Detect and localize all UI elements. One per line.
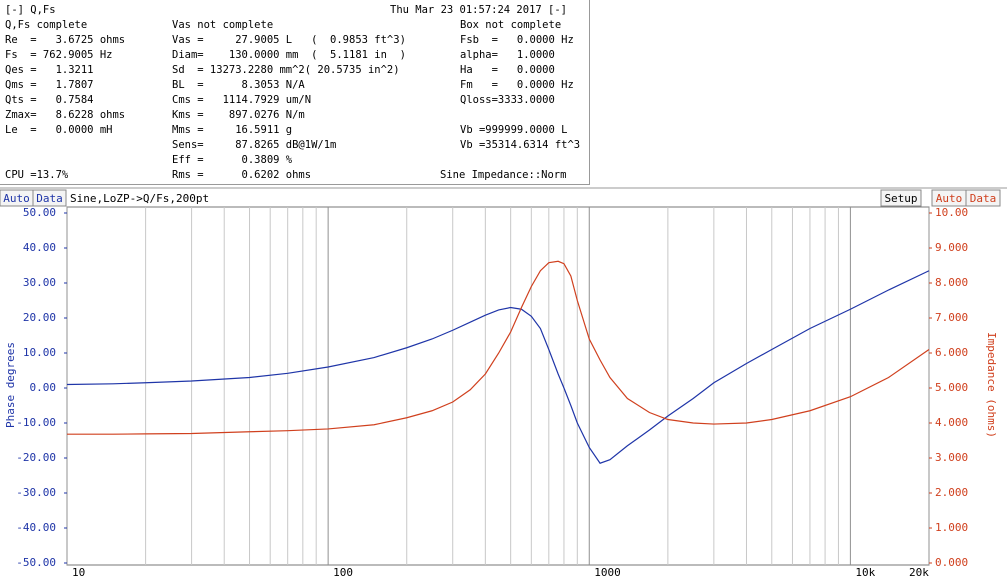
mode: Sine Impedance::Norm [440, 169, 567, 181]
parameter: Cms = 1114.7929 um/N [172, 94, 312, 106]
button[interactable]: Auto [3, 192, 30, 205]
parameter-panel: [-] Q,Fs Thu Mar 23 01:57:24 2017 [-] Q,Fs… [0, 0, 590, 185]
measurement-label: Sine,LoZP->Q/Fs,200pt [70, 192, 209, 205]
parameter: Fs = 762.9005 Hz [5, 49, 113, 61]
y-tick-label: 50.00 [23, 206, 56, 219]
parameter: Ha = 0.0000 [460, 64, 555, 76]
y-tick-label: 40.00 [23, 241, 56, 254]
parameter: Le = 0.0000 mH [5, 124, 113, 136]
y-tick-label: -40.00 [16, 521, 56, 534]
column-header: Q,Fs complete [5, 19, 88, 31]
button[interactable]: Data [970, 192, 997, 205]
y2-axis-label: Impedance (ohms) [985, 332, 998, 438]
y-tick-label: -10.00 [16, 416, 56, 429]
y-tick-label: 10.00 [23, 346, 56, 359]
y2-tick-label: 8.000 [935, 276, 968, 289]
parameter: Qts = 0.7584 [5, 94, 94, 106]
parameter: Vb =35314.6314 ft^3 [460, 139, 581, 151]
button[interactable]: Auto [936, 192, 963, 205]
y2-tick-label: 9.000 [935, 241, 968, 254]
cpu: CPU =13.7% [5, 169, 69, 181]
button[interactable]: Data [36, 192, 63, 205]
y-tick-label: -50.00 [16, 556, 56, 569]
y-tick-label: -20.00 [16, 451, 56, 464]
y2-tick-label: 1.000 [935, 521, 968, 534]
column-header: Box not complete [460, 19, 562, 31]
parameter: Diam= 130.0000 mm ( 5.1181 in ) [172, 49, 406, 61]
parameter: BL = 8.3053 N/A [172, 79, 305, 91]
parameter: Sens= 87.8265 dB@1W/1m [172, 139, 337, 151]
y2-tick-label: 2.000 [935, 486, 968, 499]
y2-tick-label: 4.000 [935, 416, 968, 429]
y-tick-label: -30.00 [16, 486, 56, 499]
parameter: alpha= 1.0000 [460, 49, 555, 61]
series-line [67, 260, 930, 435]
button-frame [32, 189, 67, 207]
y2-tick-label: 3.000 [935, 451, 968, 464]
plot-frame [66, 206, 930, 566]
x-tick-label: 100 [333, 566, 353, 579]
y2-tick-label: 6.000 [935, 346, 968, 359]
y2-tick-label: 10.00 [935, 206, 968, 219]
y2-tick-label: 7.000 [935, 311, 968, 324]
parameter: Re = 3.6725 ohms [5, 34, 126, 46]
y-axis-label: Phase degrees [4, 342, 17, 428]
parameter: Vas = 27.9005 L ( 0.9853 ft^3) [172, 34, 406, 46]
x-tick-label: 1000 [594, 566, 621, 579]
y-tick-label: 30.00 [23, 276, 56, 289]
button[interactable]: Setup [884, 192, 917, 205]
series-line [66, 270, 930, 464]
parameter: Fm = 0.0000 Hz [460, 79, 574, 91]
parameter: Rms = 0.6202 ohms [172, 169, 312, 181]
parameter: Vb =999999.0000 L [460, 124, 568, 136]
parameter: Mms = 16.5911 g [172, 124, 293, 136]
parameter: Eff = 0.3809 % [172, 154, 293, 166]
parameter: Fsb = 0.0000 Hz [460, 34, 574, 46]
parameter: Kms = 897.0276 N/m [172, 109, 305, 121]
parameter: Zmax= 8.6228 ohms [5, 109, 126, 121]
y-tick-label: 20.00 [23, 311, 56, 324]
timestamp: Thu Mar 23 01:57:24 2017 [-] [390, 4, 568, 16]
window-title: [-] Q,Fs [5, 4, 56, 16]
column-header: Vas not complete [172, 19, 274, 31]
y-tick-label: 0.00 [30, 381, 57, 394]
parameter: Qloss=3333.0000 [460, 94, 555, 106]
y2-tick-label: 0.000 [935, 556, 968, 569]
parameter: Sd = 13273.2280 mm^2( 20.5735 in^2) [172, 64, 400, 76]
parameter: Qms = 1.7807 [5, 79, 94, 91]
parameter: Qes = 1.3211 [5, 64, 94, 76]
x-tick-label: 10 [72, 566, 85, 579]
x-tick-label: 10k [855, 566, 875, 579]
button-frame [965, 189, 1001, 207]
x-tick-label: 20k [909, 566, 929, 579]
button-frame [880, 189, 922, 207]
y2-tick-label: 5.000 [935, 381, 968, 394]
